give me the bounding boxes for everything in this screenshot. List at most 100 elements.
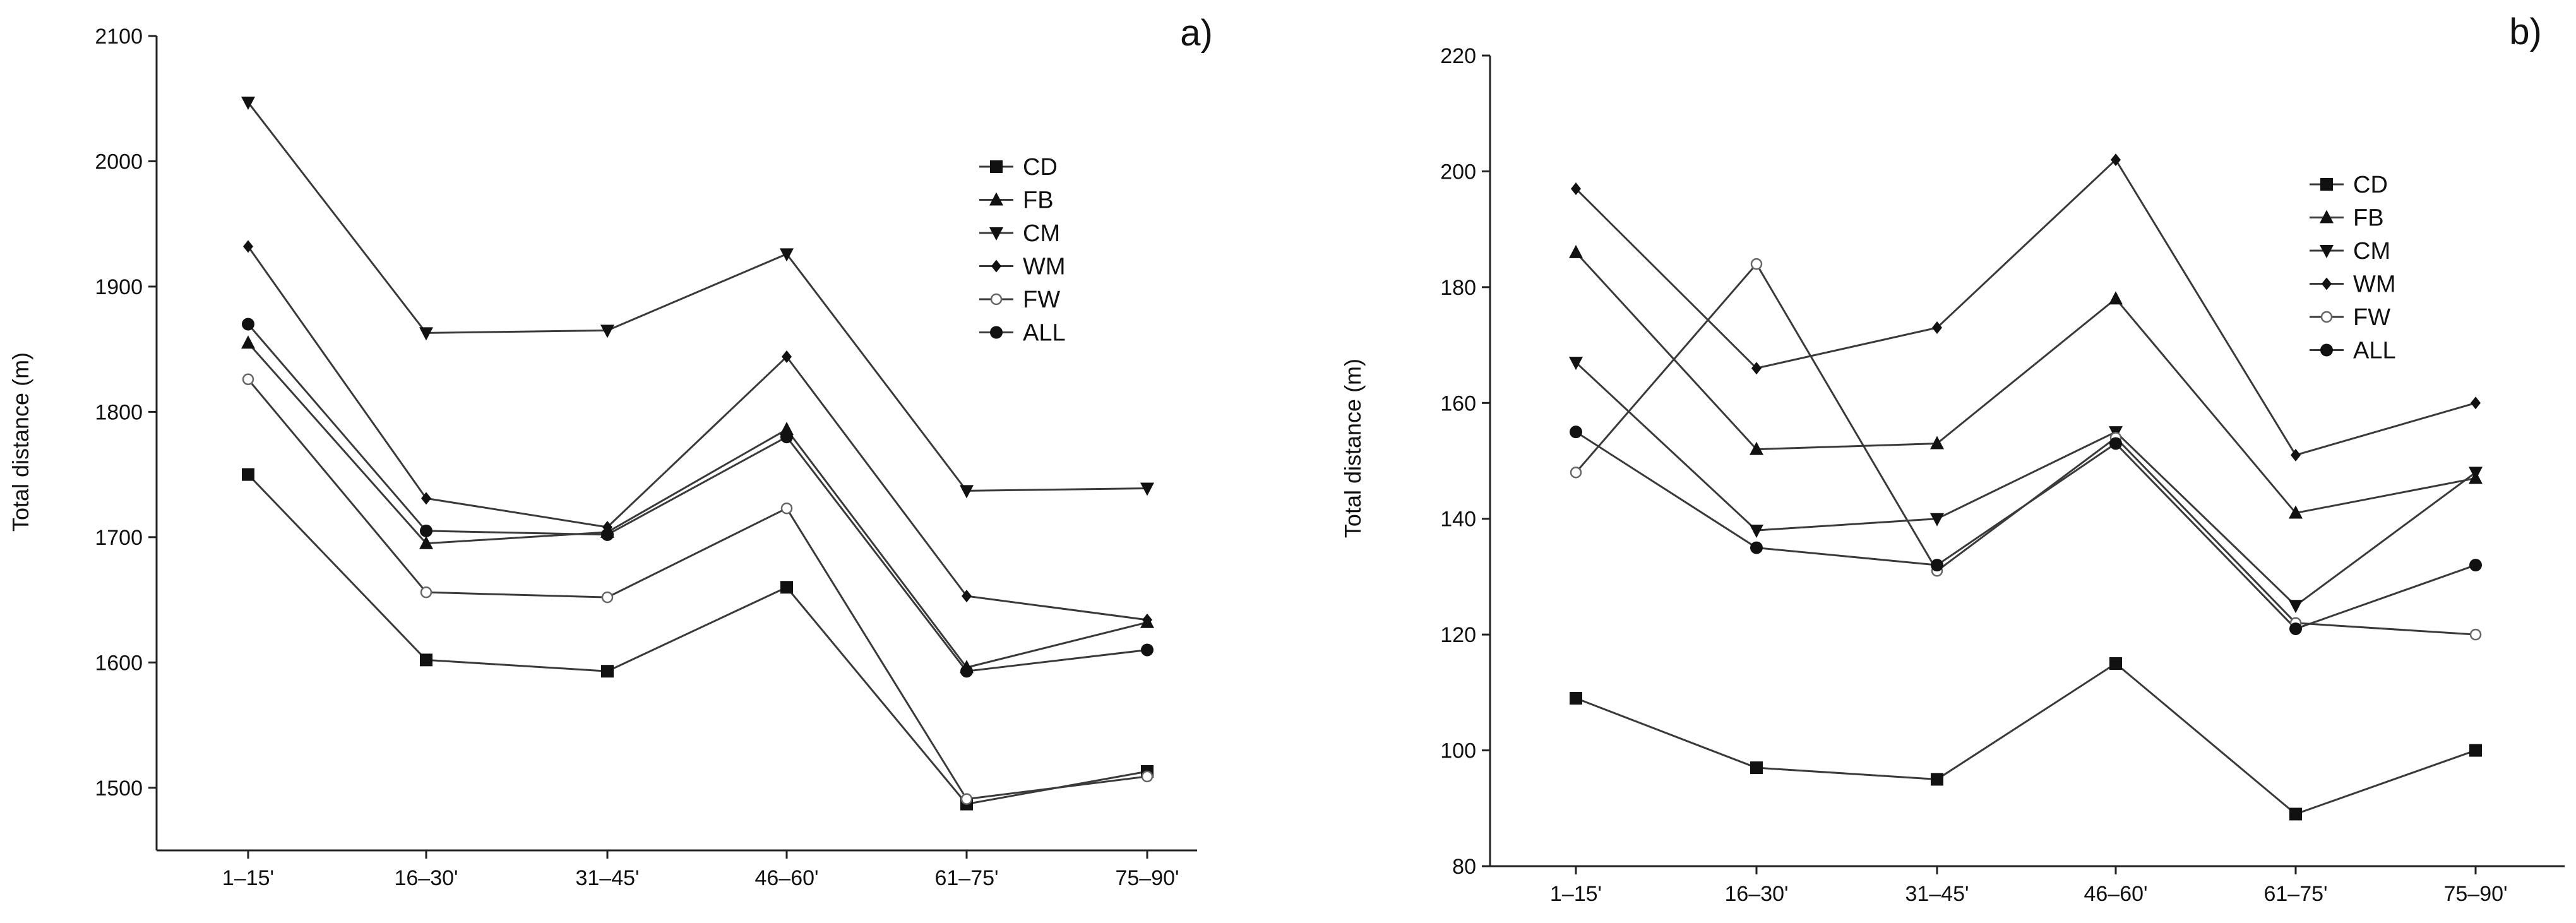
legend-marker-all	[990, 326, 1003, 339]
series-line-fw	[1575, 262, 2476, 636]
legend-marker-wm	[2322, 277, 2332, 290]
legend-marker-fw	[2320, 311, 2333, 323]
x-tick-label: 1–15'	[1550, 882, 1602, 906]
data-point-cd	[242, 468, 254, 481]
data-point-cm	[2289, 600, 2303, 614]
y-axis-title: Total distance (m)	[1340, 359, 1366, 538]
data-point-cd	[601, 665, 614, 678]
chart-panel-b: 80 100 120 140 160 180 200 220 1–15' 16–30' 31–45'…	[1340, 11, 2565, 906]
x-tick-label: 61–75'	[934, 866, 998, 890]
y-tick-label: 200	[1440, 160, 1476, 184]
data-point-wm	[1932, 321, 1942, 335]
data-point-all	[1931, 559, 1943, 572]
data-point-cm	[2469, 467, 2483, 480]
legend-label-cd: CD	[2353, 172, 2388, 198]
data-point-wm	[1751, 362, 1762, 375]
legend-label-wm: WM	[1023, 254, 1066, 280]
x-tick-label: 31–45'	[1905, 882, 1969, 906]
legend-marker-cm	[2320, 245, 2334, 258]
y-tick-label: 2000	[95, 150, 143, 174]
legend-label-cm: CM	[1023, 220, 1060, 247]
data-point-all	[242, 318, 254, 331]
data-point-wm	[2291, 448, 2301, 462]
data-point-cm	[600, 325, 614, 338]
x-tick-label: 16–30'	[1724, 882, 1788, 906]
y-tick-label: 100	[1440, 739, 1476, 763]
data-point-all	[2469, 559, 2482, 572]
series-line-cd	[1575, 662, 2476, 816]
legend-marker-wm	[991, 259, 1001, 273]
x-tick-label: 1–15'	[222, 866, 274, 890]
legend: CD FB CM WM FW ALL	[2310, 172, 2396, 364]
y-tick-label: 1600	[95, 651, 143, 675]
data-point-fw	[1141, 770, 1154, 783]
y-tick-label: 80	[1452, 855, 1476, 879]
legend-label-all: ALL	[2353, 338, 2396, 364]
data-point-fb	[2109, 291, 2123, 305]
x-tick-label: 46–60'	[2084, 882, 2147, 906]
data-point-fb	[1750, 441, 1763, 455]
legend-label-fb: FB	[2353, 205, 2384, 232]
data-point-all	[1750, 541, 1763, 554]
chart-panel-a: 1500 1600 1700 1800 1900 2000 2100 1–15' 16–30' 3…	[8, 13, 1213, 890]
x-tick-label: 61–75'	[2263, 882, 2327, 906]
panel-label: b)	[2509, 11, 2542, 52]
data-point-fw	[601, 591, 614, 604]
legend-label-fw: FW	[2353, 304, 2390, 331]
data-point-wm	[2471, 396, 2481, 410]
data-point-all	[2109, 437, 2122, 450]
series-line-fb	[247, 342, 1148, 669]
data-point-cm	[241, 97, 255, 110]
data-point-cd	[2289, 807, 2302, 821]
legend-marker-fb	[2320, 210, 2334, 223]
data-point-cm	[1930, 513, 1944, 527]
data-point-fb	[419, 535, 433, 549]
data-point-fb	[2289, 505, 2303, 519]
data-point-cm	[1569, 357, 1583, 371]
data-point-fb	[241, 335, 255, 349]
data-point-cd	[2469, 744, 2482, 757]
x-tick-label: 75–90'	[2443, 882, 2507, 906]
y-tick-label: 220	[1440, 44, 1476, 68]
x-tick-label: 46–60'	[754, 866, 818, 890]
data-point-all	[420, 524, 432, 537]
legend-marker-cd	[2320, 178, 2333, 191]
data-point-wm	[962, 590, 972, 603]
legend-marker-cm	[989, 227, 1003, 241]
data-point-wm	[782, 350, 792, 364]
series-line-all	[1575, 431, 2476, 630]
data-point-fw	[420, 586, 432, 598]
y-tick-label: 1800	[95, 400, 143, 424]
series-line-fb	[1575, 251, 2476, 515]
data-point-cd	[1750, 761, 1763, 775]
legend-marker-fw	[990, 293, 1003, 306]
legend: CD FB CM WM FW ALL	[979, 154, 1066, 347]
data-point-all	[780, 431, 793, 444]
series-line-all	[247, 323, 1148, 672]
data-point-fw	[780, 502, 793, 515]
series-line-wm	[247, 246, 1148, 621]
legend-label-all: ALL	[1023, 320, 1066, 347]
data-point-fw	[1570, 467, 1582, 479]
series-line-cm	[1575, 361, 2476, 607]
y-tick-label: 1700	[95, 526, 143, 550]
data-point-cm	[960, 485, 974, 499]
y-axis-title: Total distance (m)	[8, 352, 33, 532]
data-point-wm	[1142, 613, 1152, 626]
data-point-wm	[1571, 182, 1581, 195]
data-point-cd	[1931, 773, 1943, 786]
x-tick-label: 31–45'	[575, 866, 639, 890]
legend-label-cm: CM	[2353, 238, 2390, 265]
data-point-wm	[243, 240, 253, 253]
data-point-all	[1570, 426, 1582, 439]
y-tick-label: 2100	[95, 25, 143, 49]
data-point-wm	[421, 492, 431, 505]
series-line-cm	[247, 102, 1148, 492]
data-point-fw	[1750, 258, 1763, 270]
data-point-cm	[419, 327, 433, 341]
legend-label-fw: FW	[1023, 287, 1060, 313]
panel-label: a)	[1180, 13, 1213, 54]
y-tick-label: 180	[1440, 276, 1476, 300]
legend-label-cd: CD	[1023, 154, 1058, 181]
